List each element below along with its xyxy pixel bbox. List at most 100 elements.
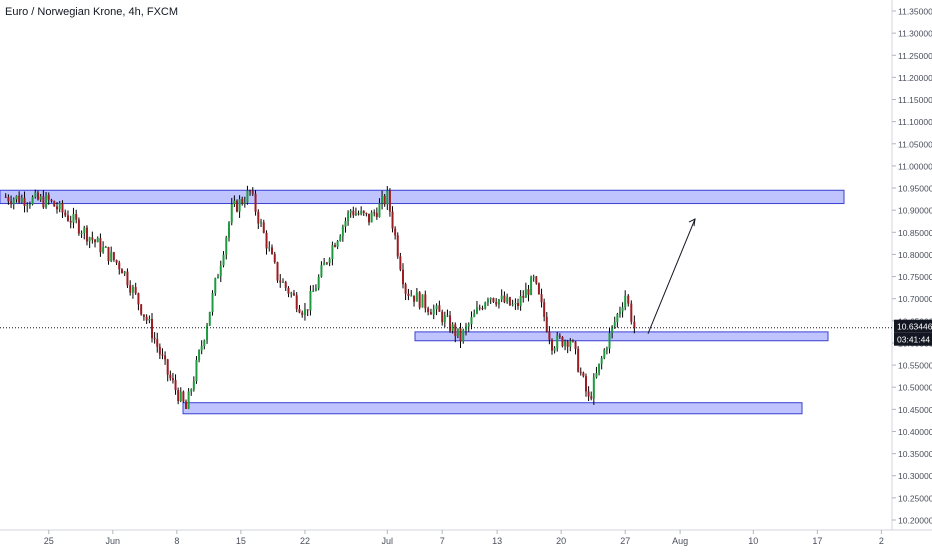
- price-tick-label: 10.30000: [898, 471, 932, 481]
- candle-body: [569, 340, 572, 347]
- price-tick-label: 10.20000: [898, 516, 932, 526]
- time-tick-label: Aug: [672, 536, 688, 546]
- price-tick-label: 11.00000: [898, 161, 932, 171]
- candle-body: [511, 304, 514, 306]
- time-tick-label: 7: [440, 536, 445, 546]
- candle-body: [514, 303, 517, 305]
- candle-body: [571, 340, 574, 342]
- candle-body: [195, 360, 198, 382]
- candle-body: [459, 328, 462, 342]
- candle-body: [325, 262, 328, 264]
- price-tick-label: 11.25000: [898, 51, 932, 61]
- candle-body: [365, 212, 368, 214]
- candle-body: [268, 247, 271, 249]
- candle-body: [12, 199, 15, 205]
- candle-body: [151, 318, 154, 339]
- candle-body: [500, 295, 503, 300]
- candle-body: [517, 303, 520, 307]
- candle-body: [123, 271, 126, 274]
- candle-body: [129, 285, 132, 293]
- time-tick-label: 17: [812, 536, 822, 546]
- candle-body: [360, 210, 363, 215]
- candle-body: [174, 380, 177, 390]
- candle-body: [219, 265, 222, 277]
- candle-body: [7, 197, 10, 202]
- candle-body: [362, 210, 365, 213]
- candle-body: [75, 213, 78, 220]
- price-tick-label: 10.75000: [898, 272, 932, 282]
- candle-body: [605, 348, 608, 351]
- candle-body: [169, 374, 172, 379]
- price-tick-label: 10.80000: [898, 250, 932, 260]
- candle-body: [354, 213, 357, 216]
- candle-body: [225, 237, 228, 255]
- candle-body: [543, 302, 546, 317]
- candle-body: [287, 287, 290, 294]
- candle-body: [404, 284, 407, 294]
- candle-body: [251, 191, 254, 194]
- time-tick-label: Jun: [106, 536, 121, 546]
- projection-arrow[interactable]: [647, 218, 696, 334]
- candle-body: [64, 212, 67, 216]
- candle-body: [53, 201, 56, 207]
- candle-body: [47, 195, 50, 200]
- candle-body: [590, 396, 593, 399]
- candle-body: [228, 222, 231, 238]
- time-tick-label: 10: [748, 536, 758, 546]
- candle-body: [320, 265, 323, 277]
- candle-body: [352, 210, 355, 216]
- candle-body: [279, 280, 282, 283]
- candle-body: [495, 301, 498, 305]
- candle-body: [396, 235, 399, 257]
- candle-body: [112, 252, 115, 260]
- candle-body: [72, 213, 75, 223]
- price-tick-label: 10.35000: [898, 449, 932, 459]
- candle-body: [200, 346, 203, 351]
- candle-body: [454, 324, 457, 337]
- candle-body: [508, 297, 511, 306]
- candle-body: [497, 299, 500, 305]
- candle-body: [556, 335, 559, 349]
- candle-body: [446, 315, 449, 317]
- candle-body: [470, 316, 473, 325]
- candle-body: [83, 227, 86, 234]
- candle-body: [96, 238, 99, 243]
- candle-body: [413, 295, 416, 302]
- candle-body: [456, 328, 459, 337]
- candle-body: [235, 200, 238, 212]
- zone-mid-support[interactable]: [414, 331, 829, 342]
- time-tick-label: 27: [620, 536, 630, 546]
- time-tick-label: 8: [174, 536, 179, 546]
- candle-body: [153, 338, 156, 340]
- candle-body: [545, 316, 548, 332]
- candle-body: [131, 287, 134, 293]
- candle-body: [134, 287, 137, 294]
- zone-support[interactable]: [182, 402, 803, 415]
- price-tick-label: 10.95000: [898, 184, 932, 194]
- candle-body: [527, 289, 530, 295]
- candle-body: [61, 203, 64, 213]
- candle-body: [217, 276, 220, 279]
- candle-body: [182, 391, 185, 402]
- candle-body: [616, 314, 619, 323]
- time-tick-label: 13: [492, 536, 502, 546]
- candle-body: [391, 211, 394, 229]
- zone-resistance[interactable]: [0, 189, 845, 205]
- candle-body: [598, 363, 601, 374]
- candle-body: [370, 212, 373, 223]
- candle-body: [383, 195, 386, 205]
- candle-body: [566, 341, 569, 347]
- candle-body: [467, 324, 470, 327]
- candle-body: [292, 293, 295, 296]
- candle-body: [344, 220, 347, 227]
- candle-body: [537, 283, 540, 295]
- candle-body: [179, 391, 182, 402]
- candle-body: [69, 220, 72, 223]
- candle-body: [156, 339, 159, 347]
- candle-body: [295, 295, 298, 310]
- candle-body: [238, 199, 241, 212]
- candle-body: [190, 389, 193, 392]
- candle-body: [407, 293, 410, 296]
